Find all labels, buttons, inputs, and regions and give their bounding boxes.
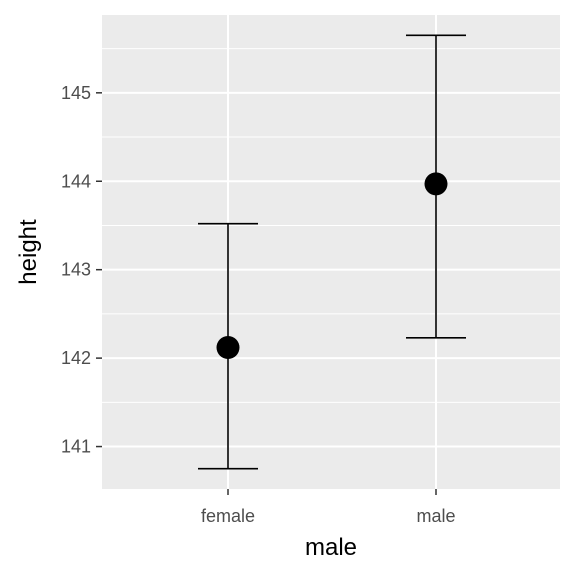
y-tick-label: 142 — [61, 348, 91, 368]
x-axis: female male — [201, 489, 456, 526]
data-point — [216, 336, 240, 360]
y-tick-label: 143 — [61, 260, 91, 280]
y-tick-label: 141 — [61, 437, 91, 457]
y-tick-label: 145 — [61, 83, 91, 103]
x-tick-label: female — [201, 506, 255, 526]
x-axis-title: male — [305, 534, 357, 561]
data-point — [424, 172, 448, 196]
y-axis: 141 142 143 144 145 — [61, 83, 102, 457]
y-tick-label: 144 — [61, 171, 91, 191]
minor-gridlines — [102, 48, 560, 403]
data-marks — [198, 34, 466, 470]
x-tick-label: male — [416, 506, 455, 526]
panel-background — [102, 15, 560, 489]
y-axis-title: height — [15, 219, 42, 285]
